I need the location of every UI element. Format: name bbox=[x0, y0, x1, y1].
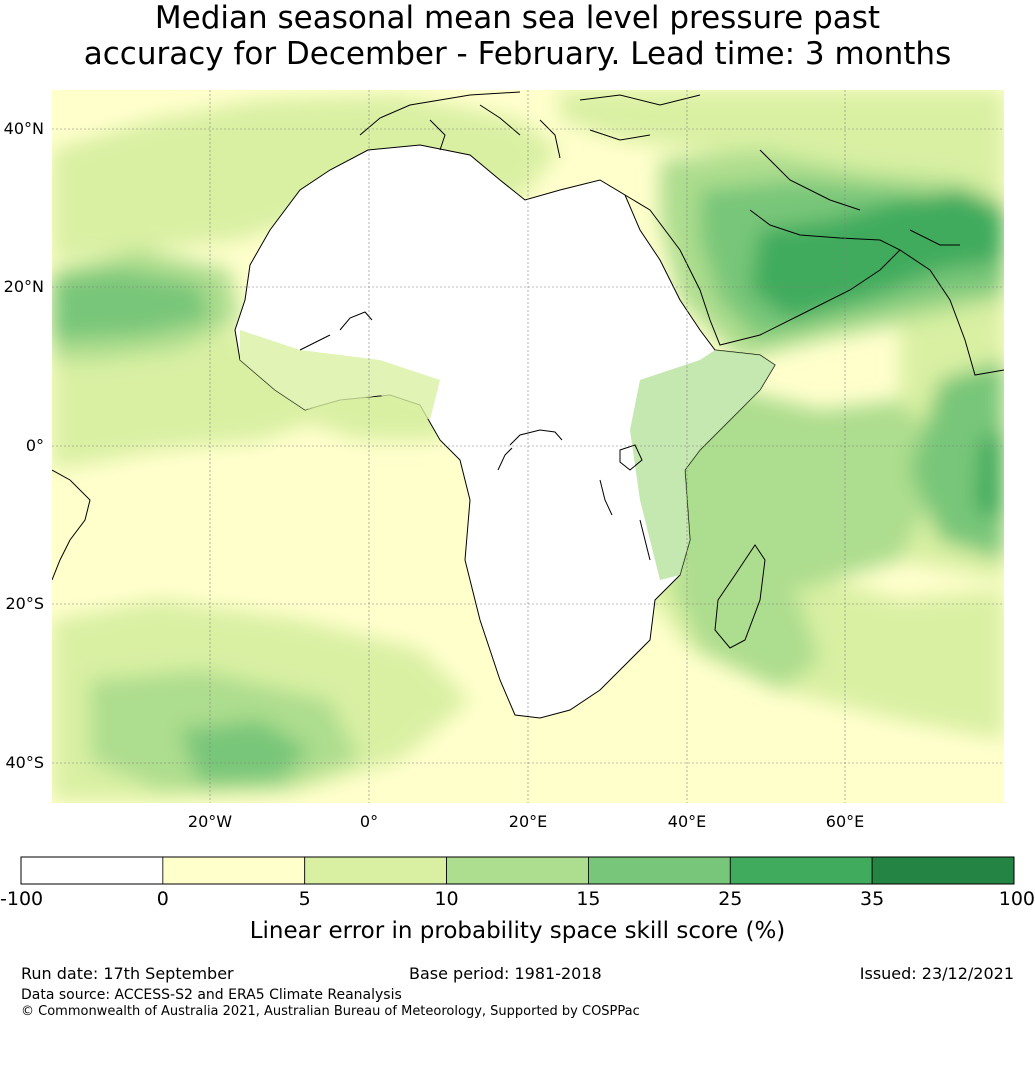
patch-east-core bbox=[975, 430, 1004, 520]
lat-label-20n: 20°N bbox=[3, 277, 44, 296]
colorbar-frame bbox=[20, 856, 1015, 885]
colorbar-segment-4 bbox=[588, 856, 731, 885]
colorbar bbox=[20, 856, 1015, 885]
west-africa-wash bbox=[240, 330, 440, 420]
colorbar-segment-3 bbox=[446, 856, 589, 885]
lon-label-20w: 20°W bbox=[187, 812, 233, 831]
colorbar-title: Linear error in probability space skill … bbox=[249, 918, 786, 944]
colorbar-segment-6 bbox=[871, 856, 1015, 885]
lat-label-40n: 40°N bbox=[3, 119, 44, 138]
colorbar-segment-2 bbox=[304, 856, 447, 885]
east-africa-wash bbox=[630, 350, 775, 580]
lon-label-0: 0° bbox=[359, 812, 379, 831]
title-line-2: accuracy for December - February. Lead t… bbox=[83, 36, 952, 72]
colorbar-segment-5 bbox=[729, 856, 873, 885]
rivers bbox=[299, 311, 651, 561]
south-america-coast bbox=[52, 469, 91, 581]
colorbar-tick-label: 0 bbox=[156, 888, 169, 910]
gridlines bbox=[52, 90, 1004, 803]
colorbar-segment-1 bbox=[162, 856, 306, 885]
colorbar-tick-label: 100 bbox=[998, 888, 1035, 910]
lon-label-60e: 60°E bbox=[825, 812, 865, 831]
lon-label-20e: 20°E bbox=[508, 812, 548, 831]
patch-tropical-atlantic-core bbox=[52, 270, 210, 340]
colorbar-tick-label: 10 bbox=[434, 888, 459, 910]
india-coast bbox=[899, 229, 1004, 376]
lat-label-40s: 40°S bbox=[5, 753, 44, 772]
patch-indian-west bbox=[640, 390, 950, 600]
skill-field bbox=[52, 90, 1004, 803]
colorbar-tick-label: -100 bbox=[0, 888, 44, 910]
copyright: © Commonwealth of Australia 2021, Austra… bbox=[21, 1004, 640, 1019]
patch-arabian-core bbox=[750, 190, 1004, 320]
colorbar-segment-0 bbox=[20, 856, 164, 885]
arabia-coast bbox=[624, 149, 901, 346]
chart-title: Median seasonal mean sea level pressure … bbox=[0, 0, 1035, 72]
run-date: Run date: 17th September bbox=[21, 964, 234, 983]
data-source: Data source: ACCESS-S2 and ERA5 Climate … bbox=[21, 987, 402, 1003]
issued-date: Issued: 23/12/2021 bbox=[859, 964, 1014, 983]
lat-label-20s: 20°S bbox=[5, 594, 44, 613]
patch-med-east bbox=[560, 90, 1004, 200]
colorbar-tick-label: 15 bbox=[576, 888, 601, 910]
colorbar-tick-label: 25 bbox=[718, 888, 743, 910]
patch-south-ocean-green bbox=[180, 720, 310, 785]
colorbar-tick-label: 35 bbox=[860, 888, 885, 910]
lon-label-40e: 40°E bbox=[667, 812, 707, 831]
base-period: Base period: 1981-2018 bbox=[409, 964, 602, 983]
colorbar-tick-label: 5 bbox=[298, 888, 311, 910]
madagascar bbox=[714, 544, 766, 649]
europe-coast bbox=[359, 91, 701, 159]
title-line-1: Median seasonal mean sea level pressure … bbox=[154, 0, 881, 36]
lat-label-0: 0° bbox=[25, 436, 44, 455]
patch-n-atlantic bbox=[52, 95, 560, 260]
